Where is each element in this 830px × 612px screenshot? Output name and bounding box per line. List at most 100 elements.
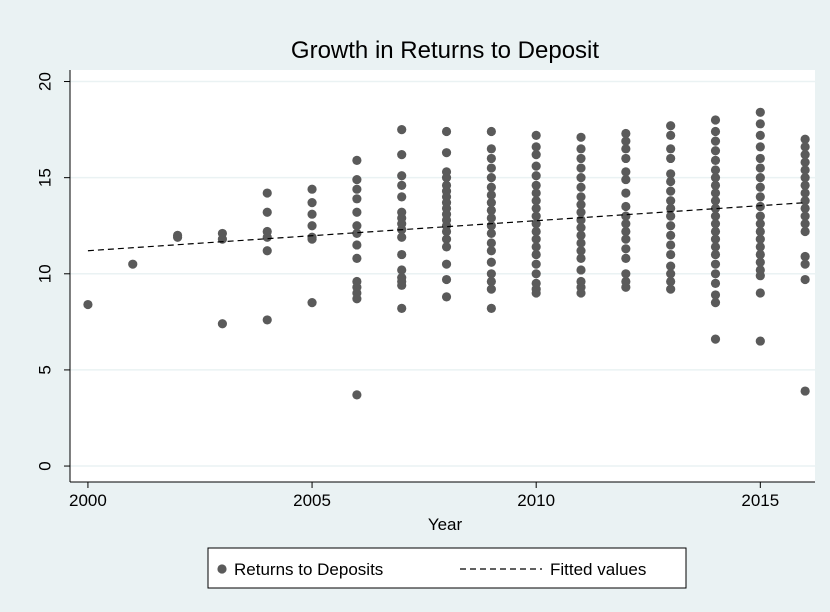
point xyxy=(621,153,631,164)
y-tick-label: 15 xyxy=(35,168,54,187)
point xyxy=(755,142,765,152)
point xyxy=(576,288,586,298)
point xyxy=(262,207,272,217)
point xyxy=(486,269,496,279)
point xyxy=(262,246,272,256)
point xyxy=(441,292,452,302)
point xyxy=(666,261,676,271)
point xyxy=(755,192,765,202)
point xyxy=(621,234,631,244)
point xyxy=(710,173,721,183)
point xyxy=(576,199,586,210)
point xyxy=(531,188,541,198)
point xyxy=(307,209,317,219)
point xyxy=(576,238,586,248)
point xyxy=(666,240,676,250)
point xyxy=(352,221,362,231)
point xyxy=(755,107,765,117)
point xyxy=(576,230,586,240)
point xyxy=(710,249,721,260)
point xyxy=(621,219,631,229)
point xyxy=(486,205,496,215)
point xyxy=(710,269,721,279)
point xyxy=(666,249,676,260)
point xyxy=(666,203,676,214)
point xyxy=(710,188,721,198)
point xyxy=(576,192,586,202)
point xyxy=(800,259,810,269)
point xyxy=(755,249,765,260)
point xyxy=(486,228,496,239)
legend-label: Returns to Deposits xyxy=(234,560,383,579)
point xyxy=(531,180,541,190)
point xyxy=(621,226,631,237)
point xyxy=(352,228,362,239)
point xyxy=(710,180,721,190)
point xyxy=(307,234,317,244)
y-tick-label: 10 xyxy=(35,264,54,283)
legend-box xyxy=(207,547,687,589)
point xyxy=(397,232,407,242)
point xyxy=(755,219,765,229)
point xyxy=(710,290,721,300)
point xyxy=(262,188,272,198)
point xyxy=(397,249,407,260)
point xyxy=(531,171,541,181)
point xyxy=(262,232,272,242)
point xyxy=(531,234,541,244)
point xyxy=(800,386,810,396)
point xyxy=(486,213,496,223)
point xyxy=(621,269,631,279)
point xyxy=(531,259,541,269)
point xyxy=(666,144,676,154)
point xyxy=(352,390,362,400)
point xyxy=(531,142,541,152)
point xyxy=(486,144,496,154)
point xyxy=(352,174,362,185)
point xyxy=(486,190,496,200)
point xyxy=(441,274,452,285)
point xyxy=(755,226,765,237)
point xyxy=(397,192,407,202)
point xyxy=(352,194,362,204)
point xyxy=(666,176,676,187)
point xyxy=(397,149,407,160)
point xyxy=(397,180,407,190)
point xyxy=(666,169,676,179)
point xyxy=(800,180,810,190)
x-tick-label: 2005 xyxy=(293,491,331,510)
point xyxy=(621,136,631,146)
point xyxy=(486,153,496,164)
point xyxy=(755,242,765,252)
point xyxy=(666,269,676,279)
point xyxy=(666,284,676,294)
y-tick-label: 5 xyxy=(35,365,54,374)
point xyxy=(710,115,721,125)
point xyxy=(800,274,810,285)
point xyxy=(710,155,721,165)
point xyxy=(441,234,452,244)
point xyxy=(307,198,317,208)
point xyxy=(710,234,721,244)
point xyxy=(397,303,407,313)
point xyxy=(531,161,541,171)
point xyxy=(486,126,496,137)
point xyxy=(531,226,541,237)
x-axis-label: Year xyxy=(428,515,463,534)
point xyxy=(666,186,676,196)
point xyxy=(666,196,676,206)
point xyxy=(531,219,541,229)
point xyxy=(755,173,765,183)
point xyxy=(800,196,810,206)
point xyxy=(621,282,631,292)
point xyxy=(576,265,586,275)
point xyxy=(531,149,541,160)
point xyxy=(217,319,228,329)
point xyxy=(755,234,765,244)
point xyxy=(621,188,631,198)
point xyxy=(486,276,496,287)
point xyxy=(710,203,721,214)
point xyxy=(755,182,765,192)
point xyxy=(531,203,541,214)
